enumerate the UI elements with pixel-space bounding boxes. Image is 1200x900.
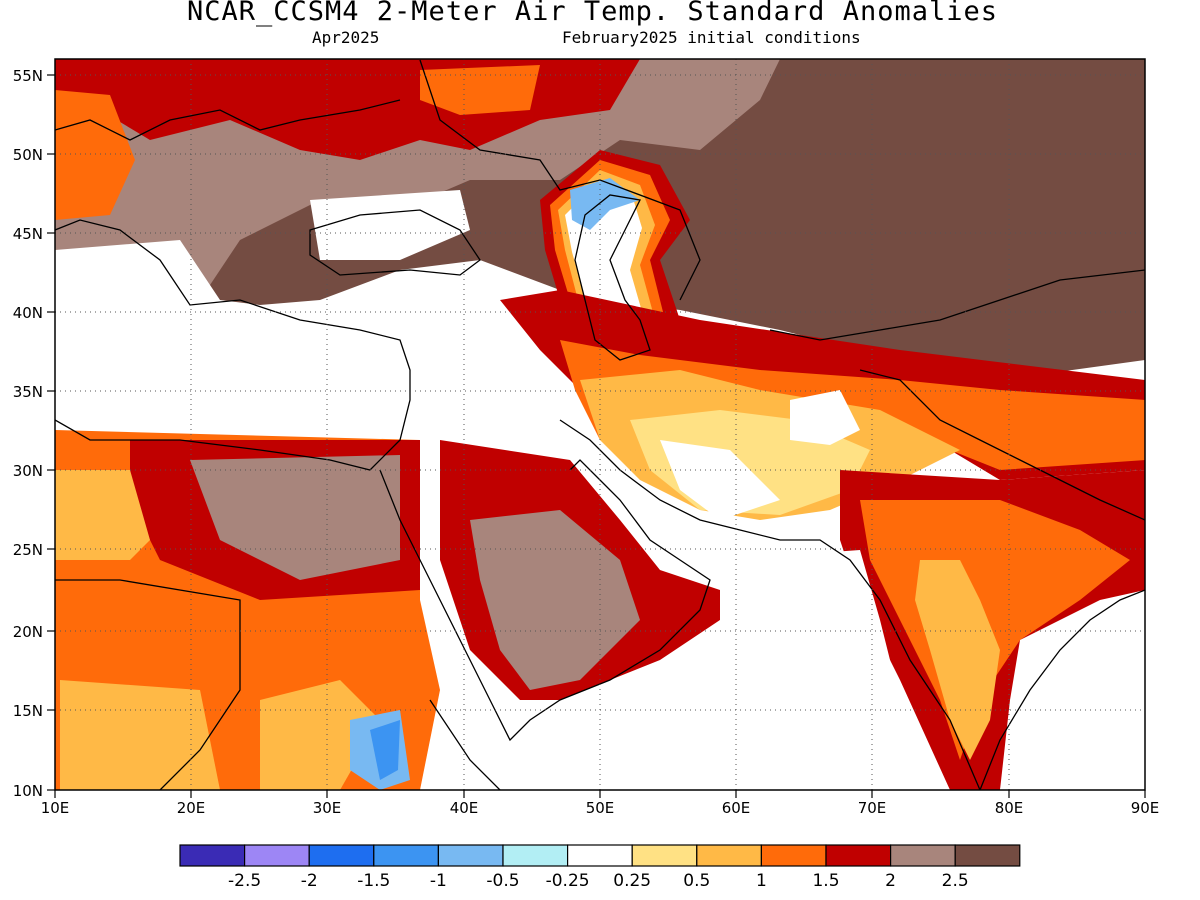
colorbar-label: -2 — [301, 871, 318, 891]
grid-lines — [55, 59, 1145, 790]
colorbar-swatch — [566, 844, 633, 867]
lat-label: 45N — [13, 225, 43, 243]
lon-label: 80E — [995, 799, 1024, 817]
lat-labels: 55N 50N 45N 40N 35N 30N 25N 20N 15N 10N — [13, 67, 43, 800]
colorbar-swatch — [244, 844, 310, 867]
lon-label: 30E — [313, 799, 342, 817]
valid-month: Apr2025 — [312, 28, 380, 47]
colorbar-label: -1.5 — [357, 871, 390, 891]
colorbar: -2.5 -2 -1.5 -1 -0.5 -0.25 0.25 0.5 1 1.5 2 2.5 — [179, 844, 1021, 891]
colorbar-label: 2 — [885, 871, 896, 891]
colorbar-swatch — [760, 844, 827, 867]
lon-label: 60E — [722, 799, 751, 817]
lat-label: 55N — [13, 67, 43, 85]
colorbar-label: 0.5 — [683, 871, 710, 891]
colorbar-swatch — [696, 844, 762, 867]
lon-label: 10E — [41, 799, 70, 817]
colorbar-swatch — [954, 844, 1021, 867]
colorbar-swatch — [825, 844, 892, 867]
tick-marks — [47, 74, 1146, 798]
colorbar-label: -1 — [430, 871, 447, 891]
colorbar-swatch — [889, 844, 956, 867]
colorbar-label: 1.5 — [812, 871, 839, 891]
colorbar-swatch — [373, 844, 439, 867]
lat-label: 10N — [13, 782, 43, 800]
lat-label: 35N — [13, 383, 43, 401]
colorbar-label: -0.5 — [486, 871, 519, 891]
lon-label: 20E — [177, 799, 206, 817]
colorbar-label: 1 — [756, 871, 767, 891]
lat-label: 20N — [13, 623, 43, 641]
init-conditions: February2025 initial conditions — [562, 28, 861, 47]
colorbar-swatch — [631, 844, 698, 867]
lat-label: 25N — [13, 541, 43, 559]
colorbar-swatch — [437, 844, 504, 867]
colorbar-label: -2.5 — [228, 871, 261, 891]
colorbar-swatch — [308, 844, 375, 867]
lat-label: 15N — [13, 702, 43, 720]
lon-labels: 10E 20E 30E 40E 50E 60E 70E 80E 90E — [41, 799, 1160, 817]
colorbar-swatch — [502, 844, 569, 867]
map-title: NCAR_CCSM4 2-Meter Air Temp. Standard An… — [186, 0, 998, 27]
lon-label: 70E — [858, 799, 887, 817]
colorbar-label: -0.25 — [546, 871, 590, 891]
colorbar-label: 0.25 — [613, 871, 651, 891]
lat-label: 50N — [13, 146, 43, 164]
lat-label: 30N — [13, 462, 43, 480]
lon-label: 40E — [450, 799, 479, 817]
colorbar-label: 2.5 — [942, 871, 969, 891]
colorbar-swatch — [179, 844, 246, 867]
lon-label: 90E — [1131, 799, 1160, 817]
lon-label: 50E — [586, 799, 615, 817]
lat-label: 40N — [13, 304, 43, 322]
